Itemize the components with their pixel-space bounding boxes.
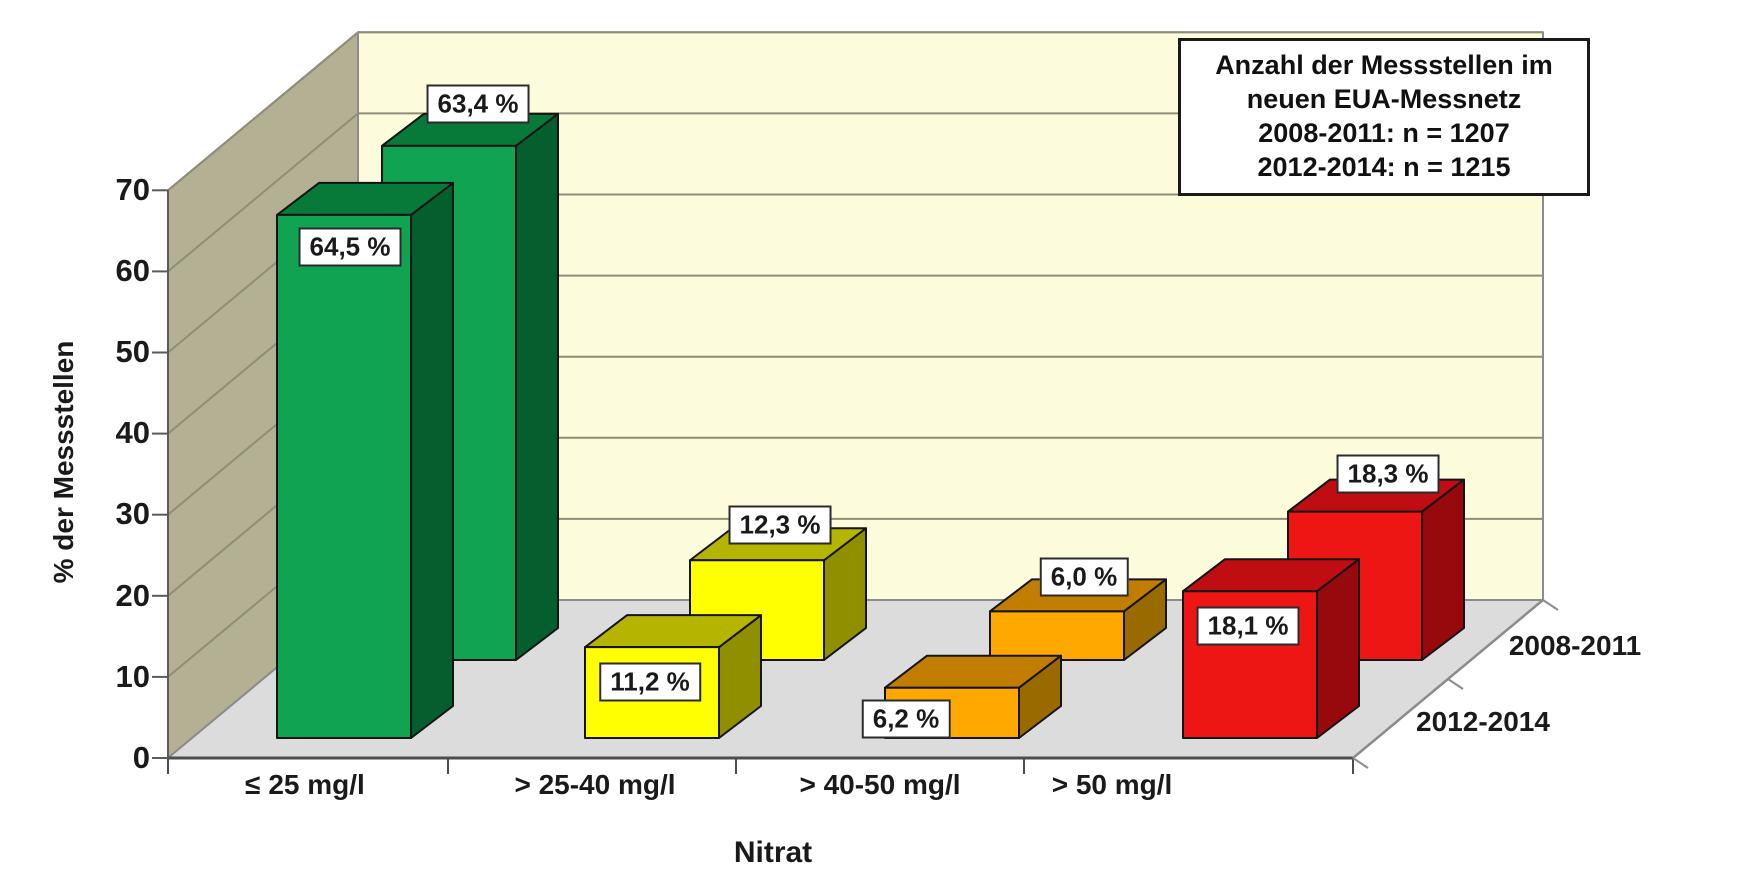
bar-2008-2011-cat0-side-face [515, 112, 559, 661]
bar-2012-2014-cat0-front-face [276, 213, 412, 739]
ytick-30: 30 [115, 496, 150, 531]
xcat-40-50: > 40-50 mg/l [799, 769, 961, 800]
bar-2012-2014-cat0-side-face [410, 181, 454, 739]
wall-side-gridline-70 [167, 31, 359, 192]
depth-axis-tick-0 [1352, 757, 1369, 769]
y-axis-title: % der Messstellen [48, 340, 79, 584]
datalabel-2008-25-40: 12,3 % [728, 505, 832, 545]
series-label-2012-2014: 2012-2014 [1416, 706, 1550, 737]
xcat-25-40: > 25-40 mg/l [514, 769, 676, 800]
annotation-line-2: neuen EUA-Messnetz [1246, 84, 1522, 114]
datalabel-2012-25-40: 11,2 % [599, 662, 701, 702]
ytick-0: 0 [132, 740, 150, 775]
x-axis-title: Nitrat [733, 836, 813, 869]
ytick-10: 10 [115, 659, 150, 694]
annotation-line-4: 2012-2014: n = 1215 [1257, 152, 1511, 182]
datalabel-2012-40-50: 6,2 % [861, 699, 951, 739]
depth-axis-tick-1 [1447, 678, 1464, 690]
ytick-70: 70 [115, 172, 150, 207]
annotation-line-3: 2008-2011: n = 1207 [1258, 118, 1510, 148]
datalabel-2008-gt50: 18,3 % [1336, 454, 1440, 494]
ytick-60: 60 [115, 253, 150, 288]
wall-side-gridline-60 [167, 112, 359, 273]
ytick-20: 20 [115, 578, 150, 613]
annotation-box: Anzahl der Messstellen im neuen EUA-Mess… [1178, 38, 1590, 196]
xcat-gt50: > 50 mg/l [1051, 769, 1173, 800]
datalabel-2012-le25: 64,5 % [298, 227, 402, 267]
datalabel-2008-40-50: 6,0 % [1039, 557, 1129, 597]
ytick-40: 40 [115, 415, 150, 450]
datalabel-2008-le25: 63,4 % [426, 84, 530, 124]
xcat-le25: ≤ 25 mg/l [245, 769, 365, 800]
series-label-2008-2011: 2008-2011 [1508, 630, 1642, 661]
ytick-50: 50 [115, 334, 150, 369]
depth-axis-tick-2 [1542, 599, 1559, 611]
annotation-line-1: Anzahl der Messstellen im [1215, 50, 1553, 80]
datalabel-2012-gt50: 18,1 % [1196, 606, 1300, 646]
bar-2008-2011-cat2-front-face [989, 610, 1125, 661]
